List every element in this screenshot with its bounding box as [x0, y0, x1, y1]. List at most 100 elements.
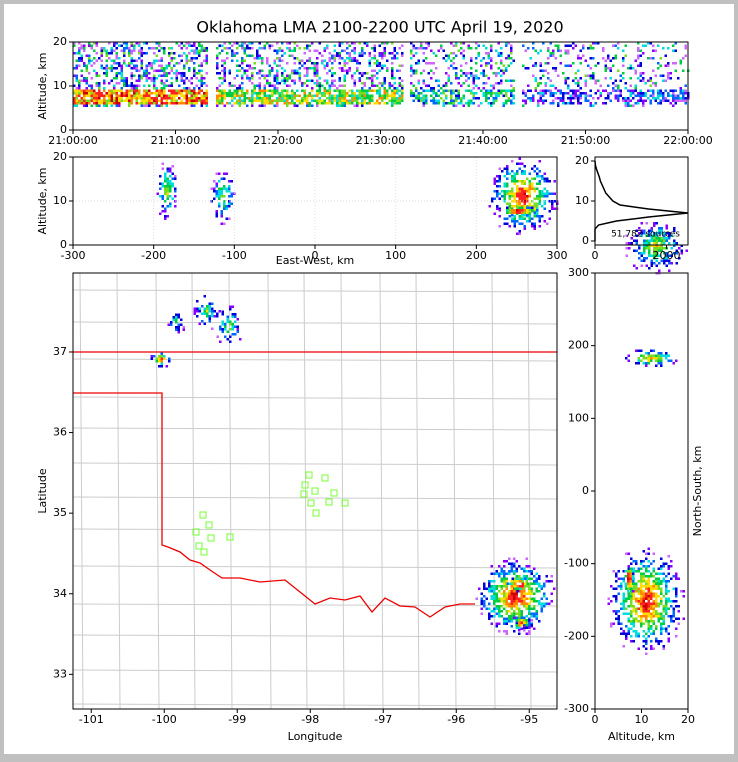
source-density	[677, 577, 680, 580]
source-density	[203, 77, 206, 80]
source-density	[559, 97, 562, 100]
source-density	[85, 99, 88, 102]
source-density	[665, 605, 668, 608]
x-tick-label: 21:00:00	[48, 134, 97, 147]
source-density	[645, 257, 648, 260]
source-density	[193, 89, 196, 92]
source-density	[123, 79, 126, 82]
source-density	[437, 89, 440, 92]
source-density	[665, 585, 668, 588]
source-density	[208, 320, 211, 323]
source-density	[251, 77, 254, 80]
source-density	[649, 79, 652, 82]
source-density	[160, 352, 163, 355]
source-density	[432, 52, 435, 55]
source-density	[667, 637, 670, 640]
source-density	[343, 92, 346, 95]
source-density	[627, 605, 630, 608]
source-density	[528, 172, 531, 175]
source-density	[73, 97, 76, 100]
source-density	[253, 89, 256, 92]
source-density	[635, 349, 638, 352]
source-density	[143, 84, 146, 87]
source-density	[276, 87, 279, 90]
source-density	[663, 239, 666, 242]
source-density	[533, 582, 536, 585]
source-density	[520, 597, 523, 600]
source-density	[165, 79, 168, 82]
source-density	[93, 69, 96, 72]
source-density	[520, 612, 523, 615]
source-density	[271, 92, 274, 95]
source-density	[513, 222, 516, 225]
source-density	[511, 177, 514, 180]
source-density	[533, 190, 536, 193]
source-density	[642, 102, 645, 105]
source-density	[630, 590, 633, 593]
source-density	[488, 602, 491, 605]
source-density	[505, 587, 508, 590]
source-density	[118, 89, 121, 92]
source-density	[318, 84, 321, 87]
source-density	[130, 77, 133, 80]
source-density	[534, 62, 537, 65]
source-density	[246, 104, 249, 107]
source-density	[498, 630, 501, 633]
source-density	[238, 89, 241, 92]
source-density	[180, 323, 183, 326]
source-density	[169, 182, 172, 185]
source-density	[311, 42, 314, 45]
source-density	[567, 44, 570, 47]
source-density	[521, 182, 524, 185]
source-density	[620, 582, 623, 585]
source-density	[125, 97, 128, 100]
source-density	[675, 575, 678, 578]
source-density	[589, 57, 592, 60]
source-density	[283, 97, 286, 100]
source-density	[358, 62, 361, 65]
source-density	[195, 77, 198, 80]
source-density	[536, 195, 539, 198]
source-density	[497, 94, 500, 97]
source-density	[518, 202, 521, 205]
source-density	[513, 182, 516, 185]
source-density	[159, 175, 162, 178]
source-density	[78, 57, 81, 60]
source-density	[213, 180, 216, 183]
county-line	[228, 272, 233, 710]
source-density	[645, 570, 648, 573]
source-density	[363, 42, 366, 45]
source-density	[668, 234, 671, 237]
station	[330, 489, 338, 497]
source-density	[442, 57, 445, 60]
source-density	[80, 44, 83, 47]
source-density	[432, 62, 435, 65]
source-density	[475, 77, 478, 80]
source-density	[523, 209, 526, 212]
source-density	[525, 621, 528, 624]
source-density	[662, 99, 665, 102]
source-density	[617, 97, 620, 100]
source-density	[549, 102, 552, 105]
source-density	[98, 99, 101, 102]
source-density	[445, 84, 448, 87]
source-density	[667, 600, 670, 603]
source-density	[163, 49, 166, 52]
station	[200, 548, 208, 556]
source-density	[610, 585, 613, 588]
county-line	[527, 272, 532, 710]
source-density	[180, 94, 183, 97]
source-density	[639, 54, 642, 57]
source-density	[500, 570, 503, 573]
source-density	[80, 59, 83, 62]
source-density	[303, 89, 306, 92]
source-density	[261, 104, 264, 107]
source-density	[472, 94, 475, 97]
source-density	[236, 92, 239, 95]
source-density	[170, 59, 173, 62]
source-density	[165, 64, 168, 67]
source-density	[208, 307, 211, 310]
source-density	[358, 42, 361, 45]
source-density	[515, 607, 518, 610]
source-density	[343, 59, 346, 62]
